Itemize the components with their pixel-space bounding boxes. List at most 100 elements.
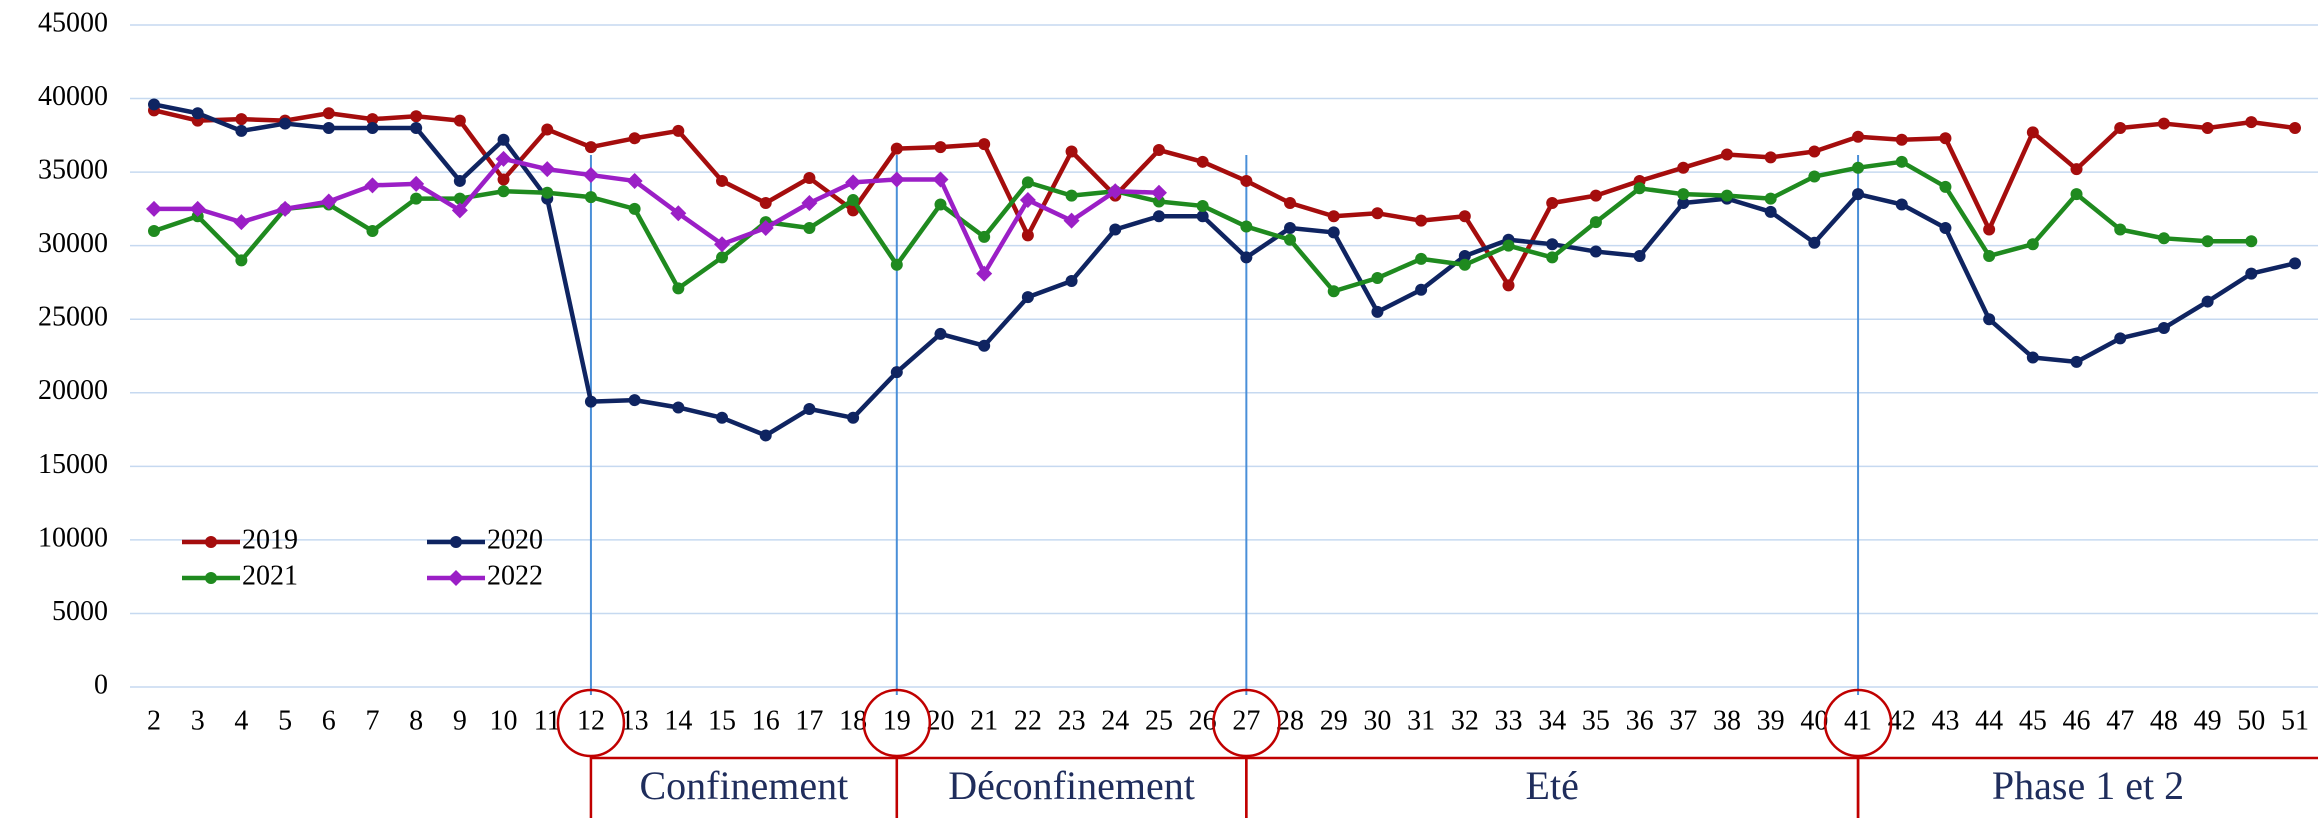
legend-label: 2019 xyxy=(242,524,298,555)
data-point xyxy=(451,202,468,219)
data-point xyxy=(890,258,903,271)
x-tick-label: 42 xyxy=(1888,705,1916,736)
period-box xyxy=(1856,756,2318,818)
data-point xyxy=(322,107,335,120)
data-point xyxy=(1895,198,1908,211)
data-point xyxy=(1589,189,1602,202)
period-circle xyxy=(1823,688,1893,758)
data-point xyxy=(934,327,947,340)
data-point xyxy=(1415,283,1428,296)
data-point xyxy=(1150,184,1167,201)
data-point xyxy=(801,195,818,212)
data-point xyxy=(888,171,905,188)
data-point xyxy=(1415,252,1428,265)
data-point xyxy=(1895,133,1908,146)
data-point xyxy=(714,236,731,253)
data-point xyxy=(2289,257,2301,270)
data-point xyxy=(1196,155,1209,168)
data-point xyxy=(541,186,554,199)
data-point xyxy=(2157,232,2170,245)
data-point xyxy=(890,142,903,155)
x-tick-label: 30 xyxy=(1363,705,1391,736)
data-point xyxy=(235,113,248,126)
data-point xyxy=(1677,161,1690,174)
x-tick-label: 41 xyxy=(1844,705,1872,736)
data-point xyxy=(497,133,510,146)
data-point xyxy=(1720,148,1733,161)
x-tick-label: 12 xyxy=(577,705,605,736)
data-point xyxy=(366,121,379,134)
data-point xyxy=(1458,249,1471,262)
data-point xyxy=(1021,176,1034,189)
period-circle xyxy=(1212,688,1281,758)
data-point xyxy=(410,110,423,123)
data-point xyxy=(1589,245,1602,258)
data-point xyxy=(1065,145,1078,158)
data-point xyxy=(497,185,510,198)
x-tick-label: 29 xyxy=(1320,705,1348,736)
x-tick-label: 48 xyxy=(2150,705,2178,736)
y-tick-label: 45000 xyxy=(38,7,108,38)
data-point xyxy=(890,366,903,379)
data-point xyxy=(584,395,597,408)
data-point xyxy=(1152,144,1165,157)
data-point xyxy=(934,198,947,211)
data-point xyxy=(803,171,816,184)
data-point xyxy=(2201,295,2214,308)
x-tick-label: 7 xyxy=(365,705,379,736)
data-point xyxy=(1808,236,1821,249)
data-point xyxy=(2245,267,2258,280)
data-point xyxy=(1852,188,1865,201)
data-point xyxy=(189,200,206,217)
y-tick-label: 40000 xyxy=(38,81,108,112)
data-point xyxy=(582,167,599,184)
data-point xyxy=(1019,192,1036,209)
data-point xyxy=(932,171,949,188)
data-point xyxy=(1021,291,1034,304)
data-point xyxy=(803,402,816,415)
data-point xyxy=(453,174,466,187)
data-point xyxy=(2157,117,2170,130)
data-point xyxy=(672,124,685,137)
data-point xyxy=(2114,223,2127,236)
data-point xyxy=(1371,207,1384,220)
data-point xyxy=(628,202,641,215)
x-tick-label: 39 xyxy=(1757,705,1785,736)
y-tick-label: 0 xyxy=(94,669,108,700)
data-point xyxy=(366,224,379,237)
x-tick-label: 6 xyxy=(322,705,336,736)
data-point xyxy=(1327,210,1340,223)
data-point xyxy=(1764,151,1777,164)
x-tick-label: 9 xyxy=(453,705,467,736)
data-point xyxy=(845,174,862,191)
x-tick-label: 33 xyxy=(1495,705,1523,736)
x-tick-label: 19 xyxy=(883,705,911,736)
x-tick-label: 4 xyxy=(234,705,248,736)
data-point xyxy=(364,177,381,194)
x-tick-label: 23 xyxy=(1058,705,1086,736)
data-point xyxy=(1983,249,1996,262)
data-point xyxy=(146,200,162,217)
x-tick-label: 31 xyxy=(1407,705,1435,736)
data-point xyxy=(978,339,991,352)
data-point xyxy=(759,197,772,210)
data-point xyxy=(2201,235,2214,248)
data-point xyxy=(1371,305,1384,318)
x-tick-label: 49 xyxy=(2194,705,2222,736)
x-tick-label: 5 xyxy=(278,705,292,736)
x-tick-label: 35 xyxy=(1582,705,1610,736)
data-point xyxy=(410,121,423,134)
data-point xyxy=(1939,132,1952,145)
x-tick-label: 10 xyxy=(490,705,518,736)
data-point xyxy=(1458,258,1471,271)
data-point xyxy=(976,265,993,282)
data-point xyxy=(1939,180,1952,193)
data-point xyxy=(1983,223,1996,236)
data-point xyxy=(495,150,512,167)
period-label: Phase 1 et 2 xyxy=(1992,763,2184,808)
data-point xyxy=(803,222,816,235)
data-point xyxy=(1371,272,1384,285)
y-tick-label: 30000 xyxy=(38,228,108,259)
series-line xyxy=(154,156,1160,276)
